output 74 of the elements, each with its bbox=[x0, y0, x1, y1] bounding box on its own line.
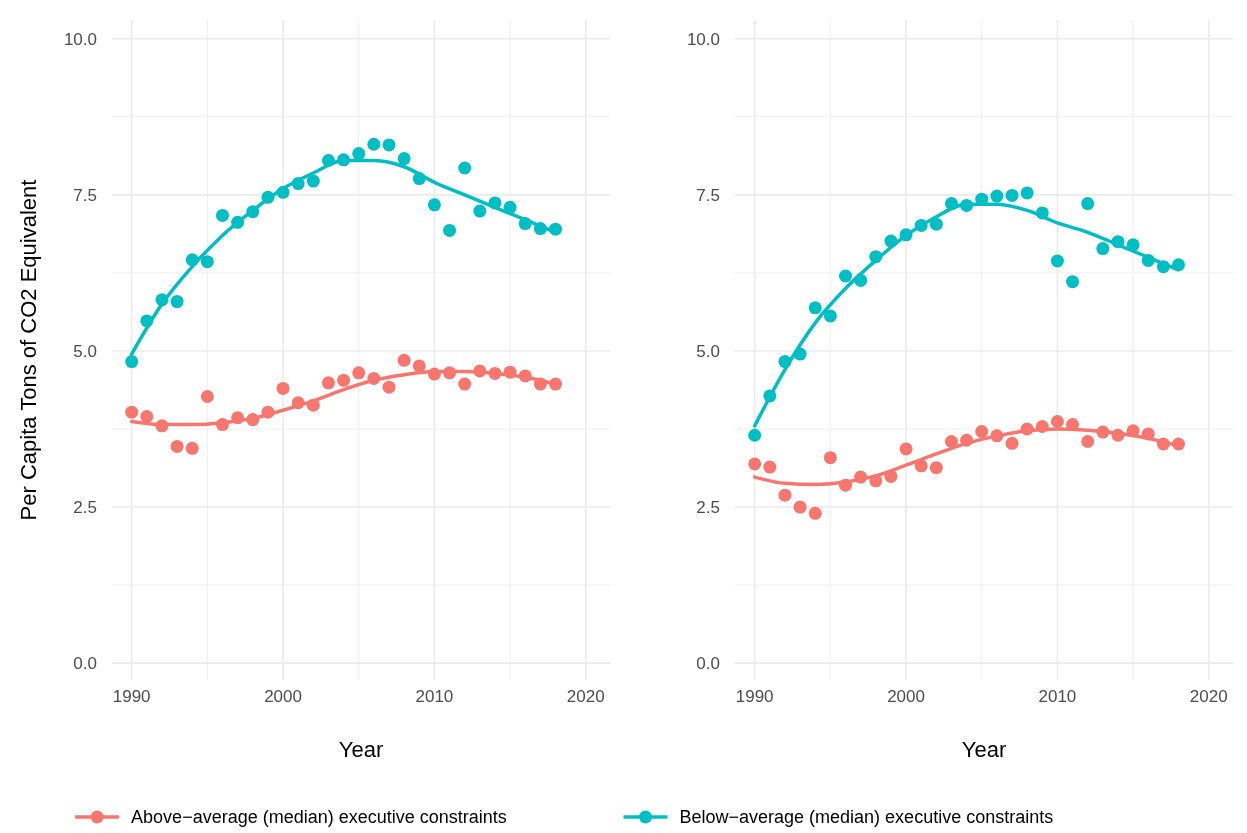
x-tick-label: 1990 bbox=[735, 687, 774, 706]
point bbox=[412, 359, 426, 373]
point bbox=[382, 380, 396, 394]
point bbox=[443, 223, 457, 237]
point bbox=[1096, 242, 1110, 256]
point bbox=[170, 295, 184, 309]
point bbox=[352, 366, 366, 380]
point bbox=[793, 500, 807, 514]
y-tick-label: 2.5 bbox=[73, 498, 97, 518]
point bbox=[321, 376, 335, 390]
point bbox=[216, 208, 229, 222]
point bbox=[839, 269, 852, 283]
point bbox=[808, 301, 822, 315]
point bbox=[748, 457, 762, 471]
y-tick-label: 0.0 bbox=[73, 654, 97, 674]
point bbox=[1081, 434, 1095, 448]
y-tick-label: 2.5 bbox=[696, 498, 720, 518]
point bbox=[367, 137, 381, 151]
y-tick-label: 7.5 bbox=[696, 185, 720, 205]
point bbox=[1081, 197, 1095, 211]
point bbox=[899, 442, 913, 456]
point bbox=[337, 373, 351, 387]
point bbox=[990, 189, 1004, 203]
point bbox=[352, 147, 366, 161]
point bbox=[306, 174, 320, 188]
point bbox=[125, 405, 139, 419]
point bbox=[778, 488, 792, 502]
x-tick-label: 2000 bbox=[887, 687, 925, 706]
point bbox=[427, 198, 441, 212]
x-tick-label: 2010 bbox=[1038, 687, 1077, 706]
point bbox=[200, 255, 214, 269]
point bbox=[1020, 186, 1034, 200]
y-tick-label: 5.0 bbox=[696, 341, 720, 361]
point bbox=[382, 138, 396, 152]
y-tick-label: 0.0 bbox=[696, 654, 720, 674]
point bbox=[200, 390, 214, 404]
point bbox=[929, 461, 943, 475]
y-tick-label: 10.0 bbox=[63, 29, 97, 49]
point bbox=[397, 353, 411, 367]
point bbox=[1050, 254, 1064, 268]
point bbox=[170, 439, 184, 453]
point bbox=[276, 381, 290, 395]
x-tick-label: 2000 bbox=[264, 687, 302, 706]
point bbox=[185, 441, 199, 455]
point bbox=[1005, 188, 1019, 202]
point bbox=[1050, 415, 1064, 428]
point bbox=[823, 451, 837, 465]
point bbox=[1066, 275, 1080, 289]
point bbox=[1005, 436, 1019, 450]
point bbox=[397, 152, 411, 166]
x-axis-title: Year bbox=[961, 737, 1007, 762]
point bbox=[823, 309, 837, 323]
y-tick-label: 10.0 bbox=[686, 29, 720, 49]
y-tick-label: 5.0 bbox=[73, 341, 97, 361]
point bbox=[140, 410, 154, 423]
legend-label: Above−average (median) executive constraints bbox=[131, 807, 507, 827]
point bbox=[975, 424, 989, 438]
y-axis-title: Per Capita Tons of CO2 Equivalent bbox=[16, 179, 41, 521]
x-tick-label: 2020 bbox=[1189, 687, 1228, 706]
point bbox=[929, 217, 943, 231]
point bbox=[473, 204, 487, 218]
x-tick-label: 1990 bbox=[112, 687, 151, 706]
point bbox=[748, 428, 762, 442]
x-axis-title: Year bbox=[338, 737, 384, 762]
point bbox=[458, 161, 472, 175]
y-tick-label: 7.5 bbox=[73, 185, 97, 205]
point bbox=[808, 506, 822, 520]
point bbox=[763, 460, 777, 474]
point bbox=[458, 377, 472, 391]
legend-label: Below−average (median) executive constraints bbox=[679, 807, 1054, 827]
x-tick-label: 2010 bbox=[415, 687, 454, 706]
x-tick-label: 2020 bbox=[566, 687, 605, 706]
point bbox=[125, 355, 139, 369]
point bbox=[944, 434, 958, 448]
